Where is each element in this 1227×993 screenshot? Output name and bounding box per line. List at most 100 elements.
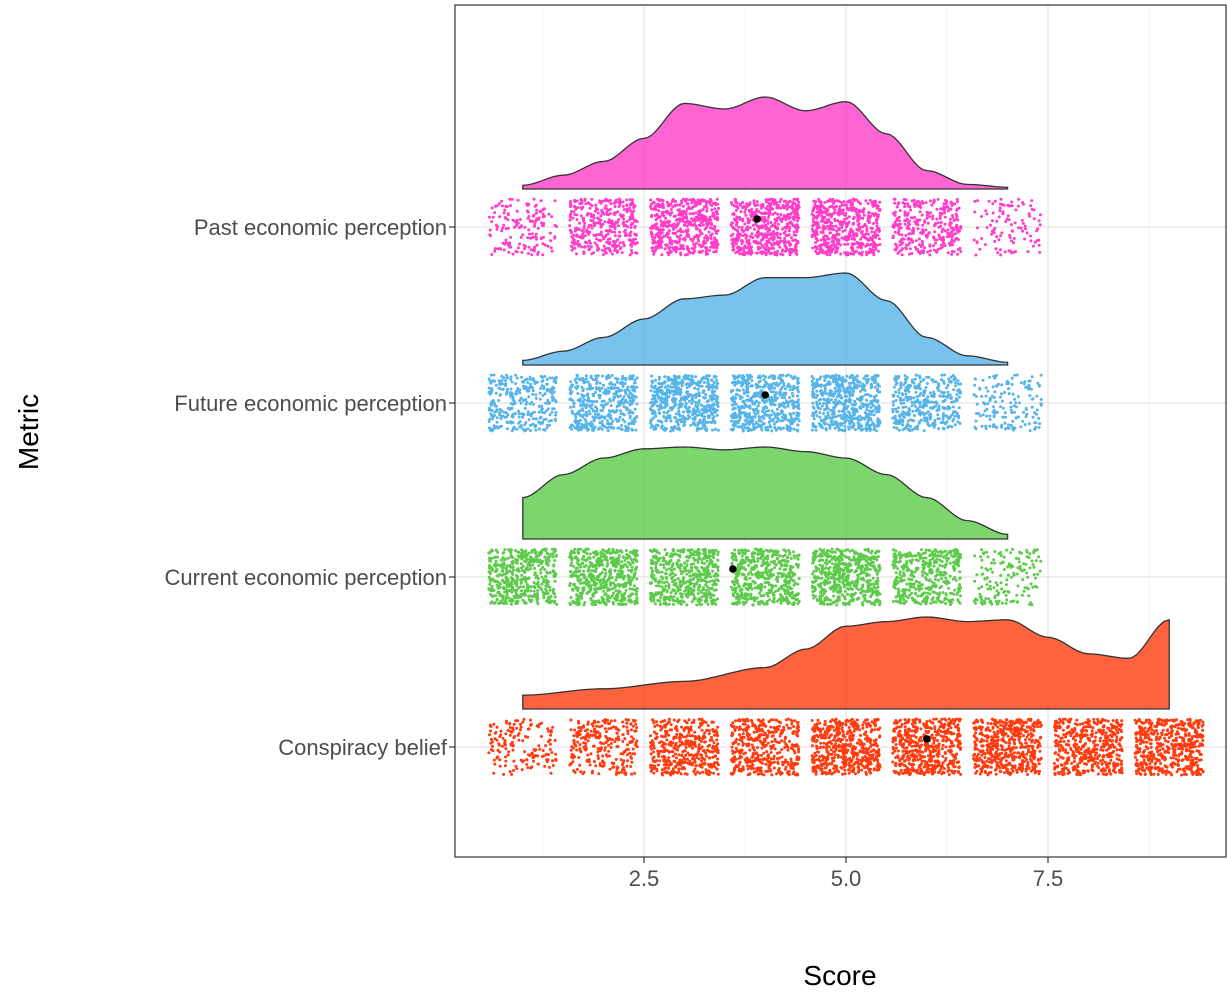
- data-point: [664, 243, 668, 247]
- data-point: [788, 253, 792, 257]
- data-point: [593, 378, 597, 382]
- data-point: [628, 421, 632, 425]
- data-point: [813, 385, 817, 389]
- data-point: [770, 233, 774, 237]
- data-point: [598, 394, 602, 398]
- data-point: [823, 408, 826, 412]
- data-point: [749, 235, 753, 239]
- data-point: [787, 382, 791, 386]
- data-point: [735, 216, 739, 220]
- data-point: [788, 248, 792, 252]
- data-point: [652, 250, 656, 254]
- data-point: [696, 237, 700, 241]
- data-point: [613, 230, 616, 234]
- data-point: [702, 205, 706, 209]
- data-point: [741, 388, 745, 392]
- data-point: [671, 397, 675, 401]
- data-point: [1028, 214, 1032, 218]
- data-point: [797, 200, 801, 204]
- data-point: [905, 217, 909, 221]
- data-point: [680, 210, 684, 214]
- data-point: [950, 214, 954, 217]
- data-point: [657, 408, 661, 412]
- data-point: [752, 201, 756, 205]
- data-point: [732, 213, 736, 216]
- data-point: [585, 413, 588, 417]
- data-point: [538, 427, 542, 431]
- data-point: [846, 242, 850, 246]
- data-point: [576, 392, 580, 395]
- data-point: [515, 209, 519, 213]
- data-point: [498, 407, 502, 411]
- data-point: [686, 407, 690, 411]
- data-point: [780, 404, 784, 407]
- data-point: [773, 218, 777, 222]
- data-point: [681, 244, 685, 248]
- data-point: [915, 218, 919, 222]
- data-point: [822, 397, 826, 401]
- data-point: [593, 425, 597, 429]
- data-point: [738, 215, 742, 219]
- data-point: [579, 214, 583, 218]
- data-point: [495, 416, 499, 420]
- data-point: [549, 246, 553, 250]
- data-point: [810, 227, 814, 231]
- data-point: [845, 388, 849, 391]
- data-point: [683, 253, 687, 257]
- data-point: [596, 211, 600, 215]
- data-point: [899, 401, 903, 405]
- data-point: [998, 209, 1002, 213]
- data-point: [752, 240, 756, 243]
- data-point: [953, 414, 957, 418]
- data-point: [509, 204, 512, 208]
- data-point: [713, 207, 717, 211]
- data-point: [490, 417, 494, 421]
- data-point: [571, 216, 575, 220]
- data-point: [873, 242, 876, 246]
- data-point: [703, 236, 707, 240]
- data-point: [856, 228, 860, 232]
- data-point: [843, 402, 847, 406]
- data-point: [749, 252, 753, 256]
- data-point: [681, 410, 685, 414]
- data-point: [850, 206, 853, 210]
- data-point: [770, 224, 773, 228]
- data-point: [927, 232, 931, 236]
- data-point: [943, 229, 947, 233]
- data-point: [867, 218, 871, 222]
- data-point: [925, 375, 929, 379]
- data-point: [993, 240, 997, 243]
- data-point: [1023, 224, 1027, 228]
- data-point: [659, 232, 663, 236]
- data-point: [520, 250, 524, 254]
- data-point: [531, 219, 535, 223]
- data-point: [522, 243, 526, 247]
- data-point: [766, 413, 769, 417]
- data-point: [572, 210, 576, 214]
- data-point: [697, 218, 701, 222]
- data-point: [1006, 214, 1010, 218]
- data-point: [630, 251, 634, 255]
- data-point: [928, 215, 932, 219]
- data-point: [701, 208, 705, 211]
- data-point: [770, 246, 774, 250]
- data-point: [534, 396, 538, 400]
- data-point: [841, 428, 844, 432]
- data-point: [748, 226, 752, 230]
- data-point: [932, 236, 936, 240]
- data-point: [1025, 231, 1029, 235]
- data-point: [657, 386, 660, 390]
- data-point: [694, 400, 697, 404]
- data-point: [794, 242, 798, 246]
- data-point: [613, 249, 617, 252]
- data-point: [912, 414, 916, 417]
- data-point: [594, 233, 598, 237]
- data-point: [849, 234, 853, 238]
- data-point: [575, 218, 579, 222]
- data-point: [509, 402, 513, 406]
- data-point: [848, 390, 852, 394]
- data-point: [650, 235, 654, 239]
- data-point: [684, 229, 688, 232]
- data-point: [757, 401, 761, 405]
- data-point: [780, 249, 784, 253]
